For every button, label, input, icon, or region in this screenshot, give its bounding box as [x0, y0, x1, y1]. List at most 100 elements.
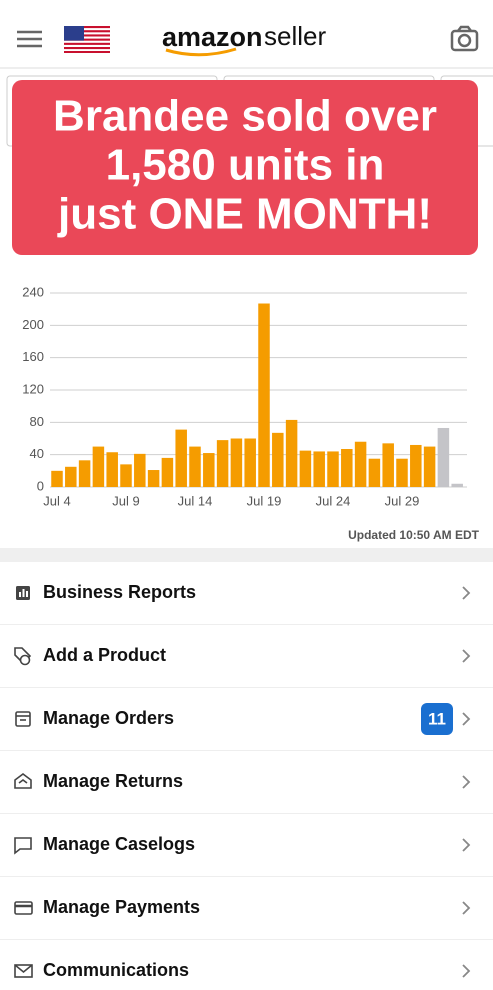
x-tick-label: Jul 24 [316, 493, 351, 508]
logo-sub: seller [264, 21, 326, 51]
bar [410, 444, 422, 487]
bar [106, 452, 118, 487]
menu-item-bg[interactable] [0, 814, 493, 877]
sales-chart: 0 40 80 120 160 200 240 Jul 4 Jul 9 Jul 14 Jul 19 J… [22, 284, 467, 508]
bar [216, 440, 229, 487]
y-tick-label: 40 [30, 446, 44, 461]
menu-icon [16, 586, 30, 600]
bar [382, 443, 394, 487]
bar [230, 438, 243, 487]
section-divider [0, 548, 493, 562]
bar [341, 449, 353, 487]
logo-smile [165, 47, 237, 57]
menu-item[interactable]: Manage Caselogs [0, 814, 493, 878]
menu-icon [14, 964, 33, 978]
x-tick-label: Jul 19 [247, 493, 282, 508]
menu-item[interactable]: Manage Orders 11 [0, 688, 493, 752]
y-tick-label: 240 [22, 284, 44, 299]
icon-shape [18, 779, 28, 784]
icon-shape [15, 711, 31, 727]
badge-count: 11 [428, 709, 446, 728]
banner-line: Brandee sold over [53, 92, 437, 141]
menu-item[interactable]: Manage Payments [0, 877, 493, 941]
menu-label: Manage Orders [43, 708, 174, 728]
chevron [462, 838, 471, 852]
promo-banner [12, 80, 478, 255]
menu-item[interactable]: Business Reports [0, 562, 493, 626]
menu-label: Business Reports [43, 582, 196, 602]
menu-item[interactable]: Communications [0, 940, 493, 990]
icon-shape [14, 964, 33, 974]
bar [368, 458, 381, 487]
badge [421, 703, 453, 735]
icon-shape [19, 654, 31, 666]
menu-icon [14, 647, 32, 666]
bar [354, 441, 367, 487]
bar [299, 450, 312, 487]
x-tick-label: Jul 9 [112, 493, 139, 508]
bar [451, 483, 463, 487]
menu-label: Communications [43, 960, 189, 980]
menu-item-bg[interactable] [0, 625, 493, 688]
icon-shape [19, 592, 21, 597]
bar [134, 453, 146, 487]
chevron [462, 649, 471, 663]
bar [147, 470, 160, 487]
bar [423, 446, 436, 487]
bar [396, 458, 408, 487]
bar [78, 460, 91, 487]
icon-shape [14, 964, 33, 978]
chevron [462, 901, 471, 915]
bar [175, 429, 187, 487]
bar [203, 453, 215, 487]
menu-item[interactable]: Manage Returns [0, 751, 493, 815]
y-tick-label: 80 [30, 414, 44, 429]
menu-icon [14, 901, 33, 915]
logo-main: amazon [162, 22, 263, 52]
menu-button[interactable] [17, 30, 42, 48]
icon-shape [26, 591, 28, 597]
menu-item-bg[interactable] [0, 877, 493, 940]
icon-shape [14, 901, 33, 915]
menu-item-bg[interactable] [0, 688, 493, 751]
chevron [462, 964, 471, 978]
bar [92, 446, 105, 487]
menu-item-bg[interactable] [0, 562, 493, 625]
menu-icon [14, 837, 32, 855]
banner-line: just ONE MONTH! [57, 190, 432, 239]
flag[interactable] [64, 26, 110, 53]
menu-item-bg[interactable] [0, 751, 493, 814]
icon-shape [22, 589, 25, 597]
chevron [462, 712, 471, 726]
y-tick-label: 120 [22, 381, 44, 396]
bar [437, 427, 450, 487]
menu-label: Manage Payments [43, 897, 200, 917]
chevron [462, 586, 471, 600]
bar [313, 451, 325, 487]
chevron [462, 775, 471, 789]
menu-item-bg[interactable] [0, 940, 493, 990]
x-tick-label: Jul 29 [385, 493, 420, 508]
menu-label: Manage Caselogs [43, 834, 195, 854]
menu-label: Add a Product [43, 645, 166, 665]
bar [120, 464, 132, 487]
bar [51, 470, 63, 487]
icon-shape [14, 837, 32, 855]
updated-time: Updated 10:50 AM EDT [348, 528, 480, 542]
y-tick-label: 200 [22, 317, 44, 332]
bar [327, 451, 339, 487]
x-tick-label: Jul 4 [43, 493, 70, 508]
bar [285, 419, 298, 487]
bar [258, 303, 270, 487]
menu-list: Business Reports Add a Product Manage Orde… [0, 562, 493, 990]
y-tick-label: 160 [22, 349, 44, 364]
menu-icon [14, 773, 32, 789]
y-tick-label: 0 [37, 478, 44, 493]
icon-shape [14, 773, 32, 789]
menu-item[interactable]: Add a Product [0, 625, 493, 689]
camera-button[interactable] [450, 25, 479, 52]
bar [65, 466, 77, 487]
bar [161, 457, 174, 487]
bar [189, 446, 201, 487]
